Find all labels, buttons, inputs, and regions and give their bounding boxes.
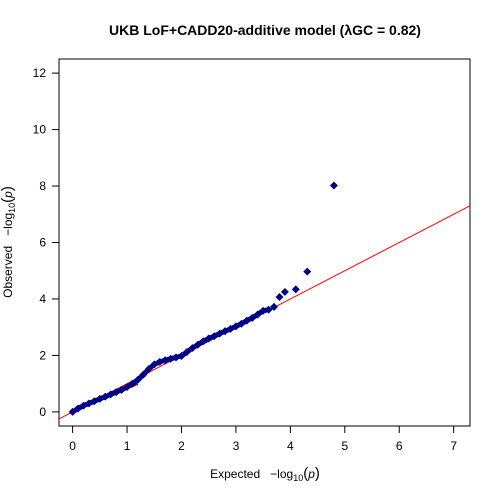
y-tick-label: 6 — [39, 236, 46, 250]
data-point — [242, 316, 251, 325]
data-point — [123, 383, 132, 392]
data-point — [264, 305, 273, 314]
data-point — [248, 313, 257, 322]
data-point — [182, 348, 191, 357]
data-point — [101, 392, 110, 401]
data-point — [84, 399, 93, 408]
y-tick-label: 0 — [39, 405, 46, 419]
data-point — [329, 181, 338, 190]
data-point — [128, 379, 137, 388]
data-point — [221, 327, 229, 336]
data-point — [74, 404, 83, 413]
y-axis-title: Observed−log10(p) — [0, 186, 17, 298]
y-tick-label: 4 — [39, 292, 46, 306]
data-point — [280, 287, 289, 296]
plot-frame — [58, 58, 471, 427]
data-point — [275, 293, 284, 301]
x-tick-label: 4 — [287, 439, 294, 453]
data-point — [226, 324, 235, 333]
data-point — [79, 401, 88, 410]
x-tick-label: 3 — [233, 439, 240, 453]
data-point — [68, 407, 77, 416]
x-tick-label: 2 — [178, 439, 185, 453]
data-point — [95, 394, 104, 403]
y-tick-label: 10 — [33, 123, 47, 137]
data-point — [188, 344, 197, 353]
data-point — [106, 390, 115, 399]
data-point — [303, 267, 312, 276]
data-point — [199, 337, 208, 346]
data-point — [117, 385, 126, 394]
data-point — [144, 365, 153, 373]
data-point — [204, 334, 213, 343]
data-point — [237, 319, 246, 328]
data-point — [291, 285, 300, 294]
data-point — [193, 340, 202, 349]
y-tick-label: 12 — [33, 66, 47, 80]
data-point — [253, 310, 262, 319]
data-point — [139, 370, 148, 379]
chart-title: UKB LoF+CADD20-additive model (λGC = 0.8… — [109, 22, 421, 38]
data-point — [150, 360, 159, 369]
x-tick-label: 1 — [124, 439, 131, 453]
data-point — [270, 302, 278, 311]
data-point — [133, 375, 142, 384]
data-point — [210, 332, 219, 341]
x-tick-label: 7 — [450, 439, 457, 453]
data-point — [215, 329, 224, 338]
y-tick-label: 8 — [39, 179, 46, 193]
x-axis-title: Expected −log10(p) — [210, 465, 320, 483]
x-tick-label: 6 — [396, 439, 403, 453]
data-point — [112, 388, 121, 397]
data-point — [90, 397, 99, 406]
data-point — [177, 352, 186, 360]
data-point — [231, 322, 240, 331]
y-tick-label: 2 — [39, 348, 46, 362]
x-tick-label: 5 — [341, 439, 348, 453]
x-tick-label: 0 — [69, 439, 76, 453]
